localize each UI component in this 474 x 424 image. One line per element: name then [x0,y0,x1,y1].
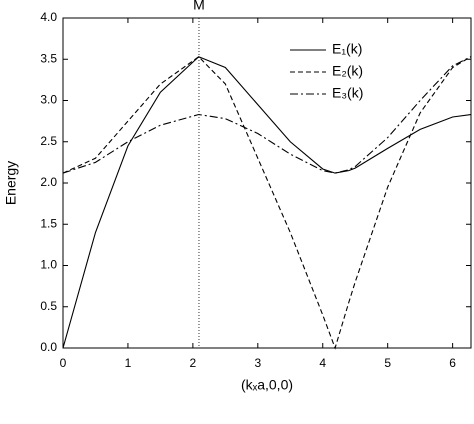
legend-label: E₁(k) [332,41,362,57]
y-tick-label: 0.5 [40,299,57,313]
plot-frame [62,17,472,349]
annotation-label: M [193,0,205,13]
series-line [62,56,472,174]
series-line [62,56,472,350]
y-tick-label: 2.5 [40,134,57,148]
y-tick-label: 3.0 [40,93,57,107]
x-tick-label: 6 [449,356,456,370]
x-tick-label: 0 [60,356,67,370]
x-tick-label: 3 [254,356,261,370]
y-axis-label: Energy [3,161,19,205]
y-tick-label: 4.0 [40,10,57,24]
x-tick-label: 4 [319,356,326,370]
legend-label: E₂(k) [332,63,363,79]
y-tick-label: 3.5 [40,51,57,65]
x-tick-label: 5 [384,356,391,370]
y-tick-label: 1.5 [40,216,57,230]
x-tick-label: 2 [190,356,197,370]
legend-label: E₃(k) [332,85,363,101]
x-tick-label: 1 [125,356,132,370]
y-tick-label: 0.0 [40,340,57,354]
y-tick-label: 1.0 [40,258,57,272]
x-axis-label: (kₓa,0,0) [241,377,293,393]
series-line [62,56,471,349]
y-tick-label: 2.0 [40,175,57,189]
